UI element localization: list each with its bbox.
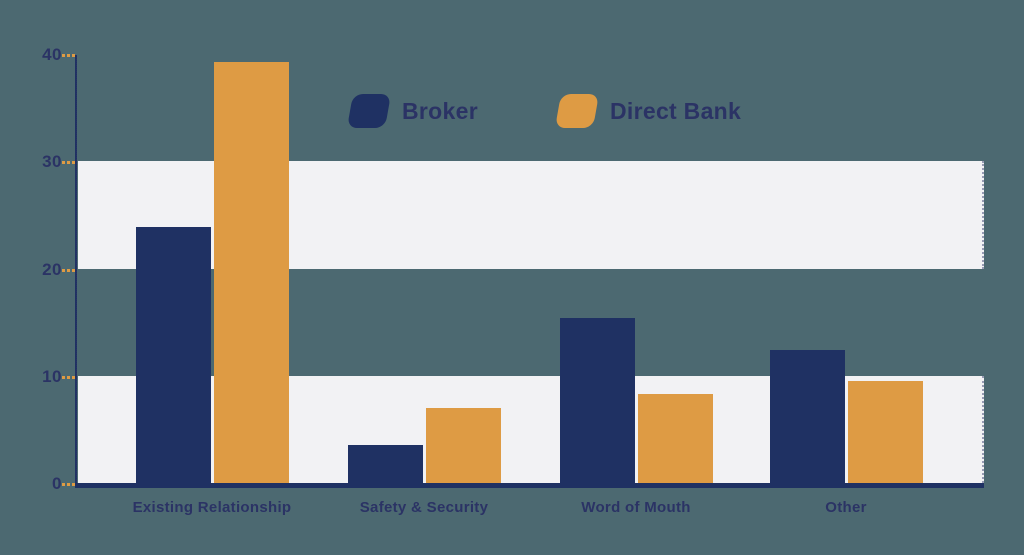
x-category-label-safety-security: Safety & Security (359, 499, 489, 516)
y-tick-label-40: 40 (42, 45, 62, 64)
broker-legend-label: Broker (402, 97, 478, 124)
y-tick-label-30: 30 (42, 152, 62, 172)
y-tick-label-0: 0 (52, 474, 62, 493)
x-axis-baseline (75, 483, 984, 488)
y-tick-label-20: 20 (42, 259, 62, 279)
y-tick-0 (62, 483, 76, 486)
bar-broker-existing-relationship (135, 226, 211, 483)
x-category-label-other: Other (825, 499, 867, 516)
legend-item-direct-bank: Direct Bank (555, 92, 742, 130)
bar-broker-word-of-mouth (559, 317, 635, 483)
legend-item-broker: Broker (347, 92, 478, 130)
y-axis-line (75, 55, 77, 484)
x-category-label-existing-relationship: Existing Relationship (132, 499, 292, 516)
y-tick-40 (62, 54, 76, 57)
bar-direct-bank-existing-relationship (213, 61, 289, 483)
bar-direct-bank-safety-security (425, 407, 501, 483)
x-category-label-word-of-mouth: Word of Mouth (581, 499, 691, 516)
plot-area (62, 54, 984, 488)
bar-broker-other (769, 350, 845, 483)
direct-bank-legend-label: Direct Bank (610, 97, 742, 124)
bar-broker-safety-security (347, 445, 423, 483)
bar-direct-bank-word-of-mouth (637, 393, 713, 483)
y-tick-10 (62, 375, 76, 379)
y-tick-20 (62, 268, 76, 272)
y-tick-30 (62, 161, 76, 165)
y-tick-label-10: 10 (42, 366, 62, 386)
bar-direct-bank-other (847, 381, 923, 483)
